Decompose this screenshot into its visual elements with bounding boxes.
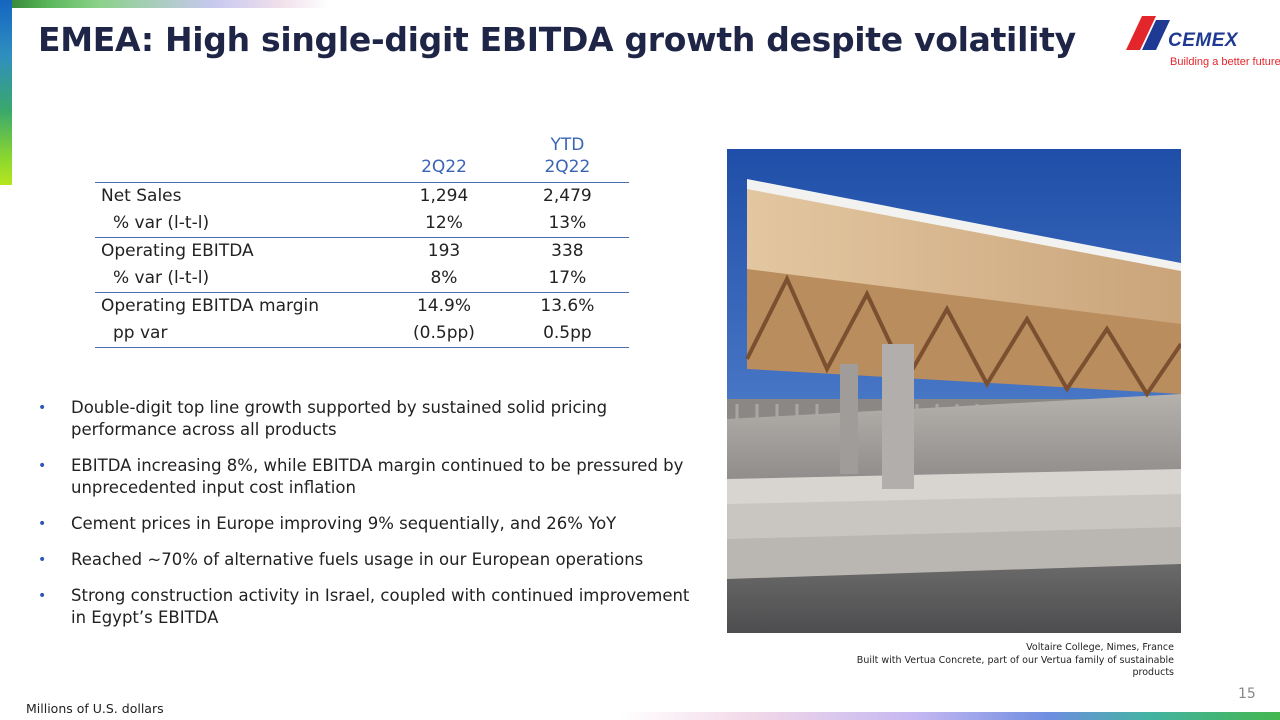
table-row: % var (l-t-l) 8% 17% (95, 265, 629, 293)
logo-wordmark: CEMEX (1168, 30, 1239, 51)
column-header-ytd-2q22: YTD 2Q22 (544, 135, 591, 177)
cemex-logo-mark (1126, 16, 1170, 50)
page-number: 15 (1238, 686, 1256, 702)
list-item: • Reached ~70% of alternative fuels usage… (38, 549, 698, 571)
bullet-text: EBITDA increasing 8%, while EBITDA margi… (71, 456, 684, 497)
bullet-text: Reached ~70% of alternative fuels usage … (71, 550, 644, 569)
units-footnote: Millions of U.S. dollars (26, 701, 164, 716)
row-label: % var (l-t-l) (95, 210, 383, 238)
list-item: • Strong construction activity in Israel,… (38, 585, 698, 629)
caption-line: Built with Vertua Concrete, part of our … (856, 654, 1174, 666)
cell-value: 13% (505, 210, 629, 238)
table-header-row: 2Q22 YTD 2Q22 (95, 134, 629, 183)
row-label: Operating EBITDA margin (101, 296, 319, 316)
bullet-icon: • (38, 458, 47, 474)
list-item: • EBITDA increasing 8%, while EBITDA marg… (38, 455, 698, 499)
cell-value: 12% (382, 210, 506, 238)
row-label: Operating EBITDA (101, 241, 254, 261)
bullet-icon: • (38, 588, 47, 604)
caption-line: products (1132, 667, 1175, 678)
cell-value: 193 (427, 241, 461, 261)
bullet-icon: • (38, 400, 47, 416)
left-gradient-bar (0, 0, 12, 185)
top-gradient-bar (0, 0, 330, 8)
cell-value: 338 (551, 241, 584, 261)
bullet-icon: • (38, 516, 47, 532)
table-row: Operating EBITDA margin 14.9% 13.6% (95, 293, 629, 321)
row-label: pp var (95, 320, 383, 348)
bottom-gradient-bar (620, 712, 1280, 720)
cemex-logo: CEMEX Building a better future (1126, 14, 1280, 74)
column-header-2q22: 2Q22 (421, 157, 467, 177)
list-item: • Double-digit top line growth supported … (38, 397, 698, 441)
table-row: pp var (0.5pp) 0.5pp (95, 320, 629, 348)
bullet-text: Double-digit top line growth supported b… (71, 398, 608, 439)
cell-value: 17% (505, 265, 629, 293)
bullet-list: • Double-digit top line growth supported … (38, 397, 698, 643)
financial-table: 2Q22 YTD 2Q22 Net Sales 1,294 2,479 % va… (95, 134, 629, 348)
table-row: Net Sales 1,294 2,479 (95, 183, 629, 211)
bullet-text: Strong construction activity in Israel, … (71, 586, 690, 627)
cell-value: (0.5pp) (382, 320, 506, 348)
list-item: • Cement prices in Europe improving 9% se… (38, 513, 698, 535)
row-label: % var (l-t-l) (95, 265, 383, 293)
logo-tagline: Building a better future (1170, 56, 1280, 68)
cell-value: 2,479 (543, 186, 592, 206)
cell-value: 0.5pp (505, 320, 629, 348)
table-header-label (95, 134, 382, 183)
row-label: Net Sales (101, 186, 182, 206)
page-title: EMEA: High single-digit EBITDA growth de… (38, 20, 1076, 59)
cell-value: 8% (382, 265, 506, 293)
cell-value: 14.9% (416, 296, 471, 316)
photo-caption: Voltaire College, Nimes, France Built wi… (774, 642, 1174, 680)
building-photo (727, 149, 1181, 633)
cell-value: 13.6% (540, 296, 595, 316)
bullet-icon: • (38, 552, 47, 568)
table-row: Operating EBITDA 193 338 (95, 238, 629, 266)
bullet-text: Cement prices in Europe improving 9% seq… (71, 514, 617, 533)
caption-line: Voltaire College, Nimes, France (1026, 642, 1174, 653)
table-row: % var (l-t-l) 12% 13% (95, 210, 629, 238)
cell-value: 1,294 (419, 186, 469, 206)
